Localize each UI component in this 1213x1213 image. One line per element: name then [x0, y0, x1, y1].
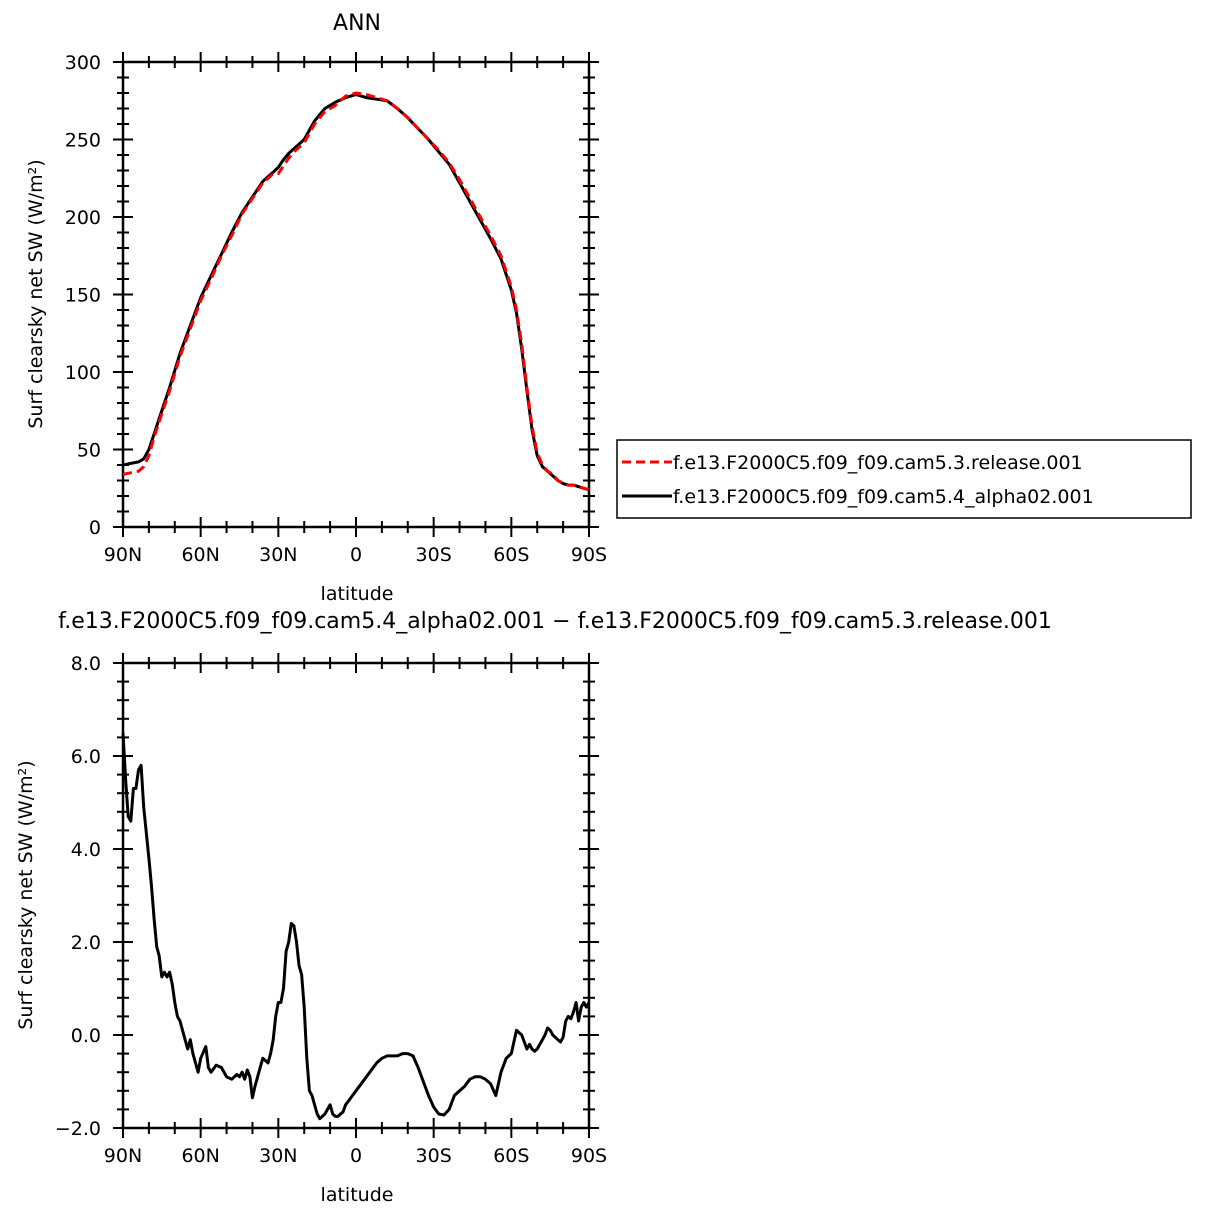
- y-tick-label: 0.0: [71, 1025, 101, 1047]
- bottom-series-lines: [121, 732, 591, 1121]
- x-tick-label: 0: [350, 544, 362, 566]
- y-tick-label: 300: [65, 52, 101, 74]
- top-y-tick-labels: 0 50 100 150 200 250 300: [65, 52, 101, 539]
- top-y-axis-label: Surf clearsky net SW (W/m²): [25, 159, 47, 428]
- x-tick-label: 90N: [104, 544, 142, 566]
- x-tick-label: 90N: [104, 1145, 142, 1167]
- y-tick-label: 250: [65, 130, 101, 152]
- x-tick-label: 90S: [571, 1145, 607, 1167]
- legend-label-release: f.e13.F2000C5.f09_f09.cam5.3.release.001: [673, 452, 1083, 474]
- x-tick-label: 60S: [493, 544, 529, 566]
- y-tick-label: 150: [65, 285, 101, 307]
- y-tick-label: 6.0: [71, 746, 101, 768]
- x-tick-label: 30N: [259, 1145, 297, 1167]
- bottom-ticks: [113, 653, 599, 1138]
- bottom-y-tick-labels: −2.0 0.0 2.0 4.0 6.0 8.0: [55, 653, 101, 1140]
- legend-label-alpha: f.e13.F2000C5.f09_f09.cam5.4_alpha02.001: [673, 486, 1094, 508]
- legend-box: [616, 439, 1192, 519]
- y-tick-label: 8.0: [71, 653, 101, 675]
- x-tick-label: 60S: [493, 1145, 529, 1167]
- series-line-alpha: [122, 93, 590, 492]
- bottom-y-axis-label: Surf clearsky net SW (W/m²): [15, 760, 37, 1029]
- x-tick-label: 30S: [416, 1145, 452, 1167]
- x-tick-label: 0: [350, 1145, 362, 1167]
- bottom-chart-title: f.e13.F2000C5.f09_f09.cam5.4_alpha02.001…: [58, 609, 1052, 634]
- x-tick-label: 90S: [571, 544, 607, 566]
- y-tick-label: 100: [65, 362, 101, 384]
- x-tick-label: 60N: [181, 1145, 219, 1167]
- top-ticks: [113, 52, 599, 537]
- y-tick-label: −2.0: [55, 1118, 101, 1140]
- top-x-tick-labels: 90N 60N 30N 0 30S 60S 90S: [104, 544, 607, 566]
- y-tick-label: 2.0: [71, 932, 101, 954]
- y-tick-label: 4.0: [71, 839, 101, 861]
- y-tick-label: 50: [77, 440, 101, 462]
- top-chart-title: ANN: [333, 11, 381, 36]
- series-line-difference: [121, 732, 591, 1121]
- x-tick-label: 30N: [259, 544, 297, 566]
- y-tick-label: 200: [65, 207, 101, 229]
- legend: f.e13.F2000C5.f09_f09.cam5.3.release.001…: [616, 439, 1192, 519]
- series-line-release: [122, 91, 590, 492]
- x-tick-label: 30S: [416, 544, 452, 566]
- bottom-x-axis-label: latitude: [321, 1184, 394, 1206]
- top-x-axis-label: latitude: [321, 583, 394, 605]
- top-plot-frame: [121, 60, 591, 529]
- bottom-x-tick-labels: 90N 60N 30N 0 30S 60S 90S: [104, 1145, 607, 1167]
- x-tick-label: 60N: [181, 544, 219, 566]
- y-tick-label: 0: [89, 517, 101, 539]
- bottom-chart-panel: f.e13.F2000C5.f09_f09.cam5.4_alpha02.001…: [15, 609, 1052, 1206]
- top-series-lines: [122, 91, 590, 492]
